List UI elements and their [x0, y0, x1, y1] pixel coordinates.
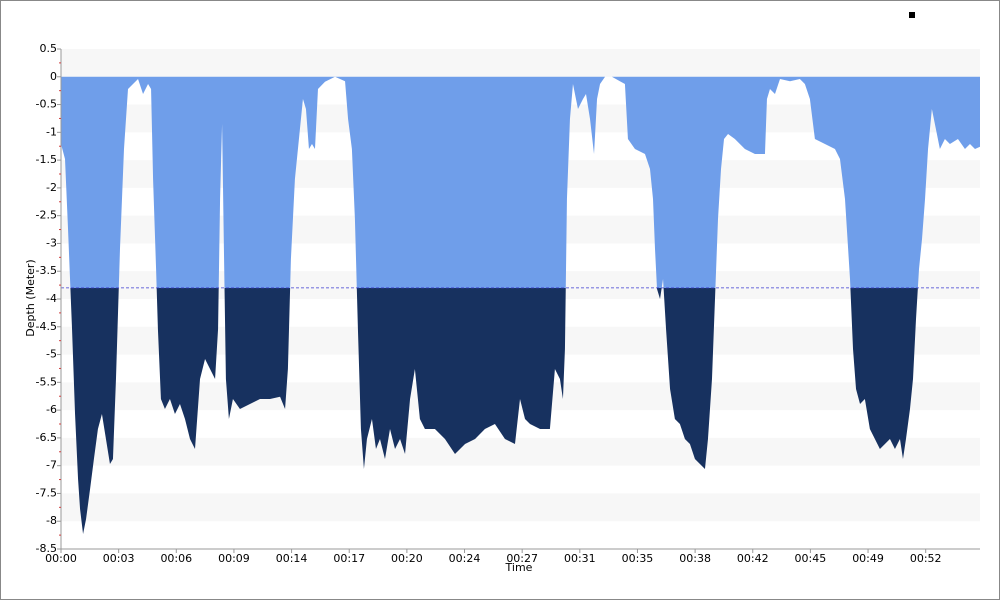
x-tick-label: 00:31: [564, 552, 596, 565]
x-tick-label: 00:38: [679, 552, 711, 565]
y-tick-label: -7.5: [36, 486, 57, 499]
y-tick-label: -6.5: [36, 431, 57, 444]
grid-band: [61, 493, 980, 522]
x-tick-label: 00:49: [852, 552, 884, 565]
x-tick-label: 00:17: [333, 552, 365, 565]
grid-band: [61, 49, 980, 77]
y-tick-label: 0: [50, 70, 57, 83]
depth-area: [61, 76, 980, 535]
y-tick-label: 0.5: [40, 42, 58, 55]
y-tick-label: -8: [46, 514, 57, 527]
y-tick-label: -2.5: [36, 209, 57, 222]
x-tick-label: 00:09: [218, 552, 250, 565]
y-tick-label: -2: [46, 181, 57, 194]
x-tick-label: 00:14: [276, 552, 308, 565]
x-axis-title: Time: [505, 561, 533, 574]
y-tick-label: -0.5: [36, 98, 57, 111]
y-tick-label: -1: [46, 125, 57, 138]
y-tick-label: -7: [46, 459, 57, 472]
marker-icon: [909, 12, 915, 18]
x-tick-label: 00:00: [45, 552, 77, 565]
y-tick-label: -5: [46, 348, 57, 361]
x-tick-label: 00:52: [910, 552, 942, 565]
y-tick-label: -4.5: [36, 320, 57, 333]
y-tick-label: -3.5: [36, 264, 57, 277]
x-tick-label: 00:45: [795, 552, 827, 565]
x-tick-label: 00:27: [506, 552, 538, 565]
y-axis-title: Depth (Meter): [24, 259, 37, 336]
x-tick-label: 00:03: [103, 552, 135, 565]
y-tick-label: -4: [46, 292, 57, 305]
x-tick-label: 00:20: [391, 552, 423, 565]
x-tick-label: 00:06: [160, 552, 192, 565]
y-tick-label: -8.5: [36, 542, 57, 555]
x-tick-label: 00:42: [737, 552, 769, 565]
y-tick-label: -3: [46, 236, 57, 249]
x-tick-label: 00:24: [449, 552, 481, 565]
x-tick-label: 00:35: [622, 552, 654, 565]
grid-band: [61, 437, 980, 466]
y-tick-label: -5.5: [36, 375, 57, 388]
y-tick-label: -1.5: [36, 153, 57, 166]
y-tick-label: -6: [46, 403, 57, 416]
